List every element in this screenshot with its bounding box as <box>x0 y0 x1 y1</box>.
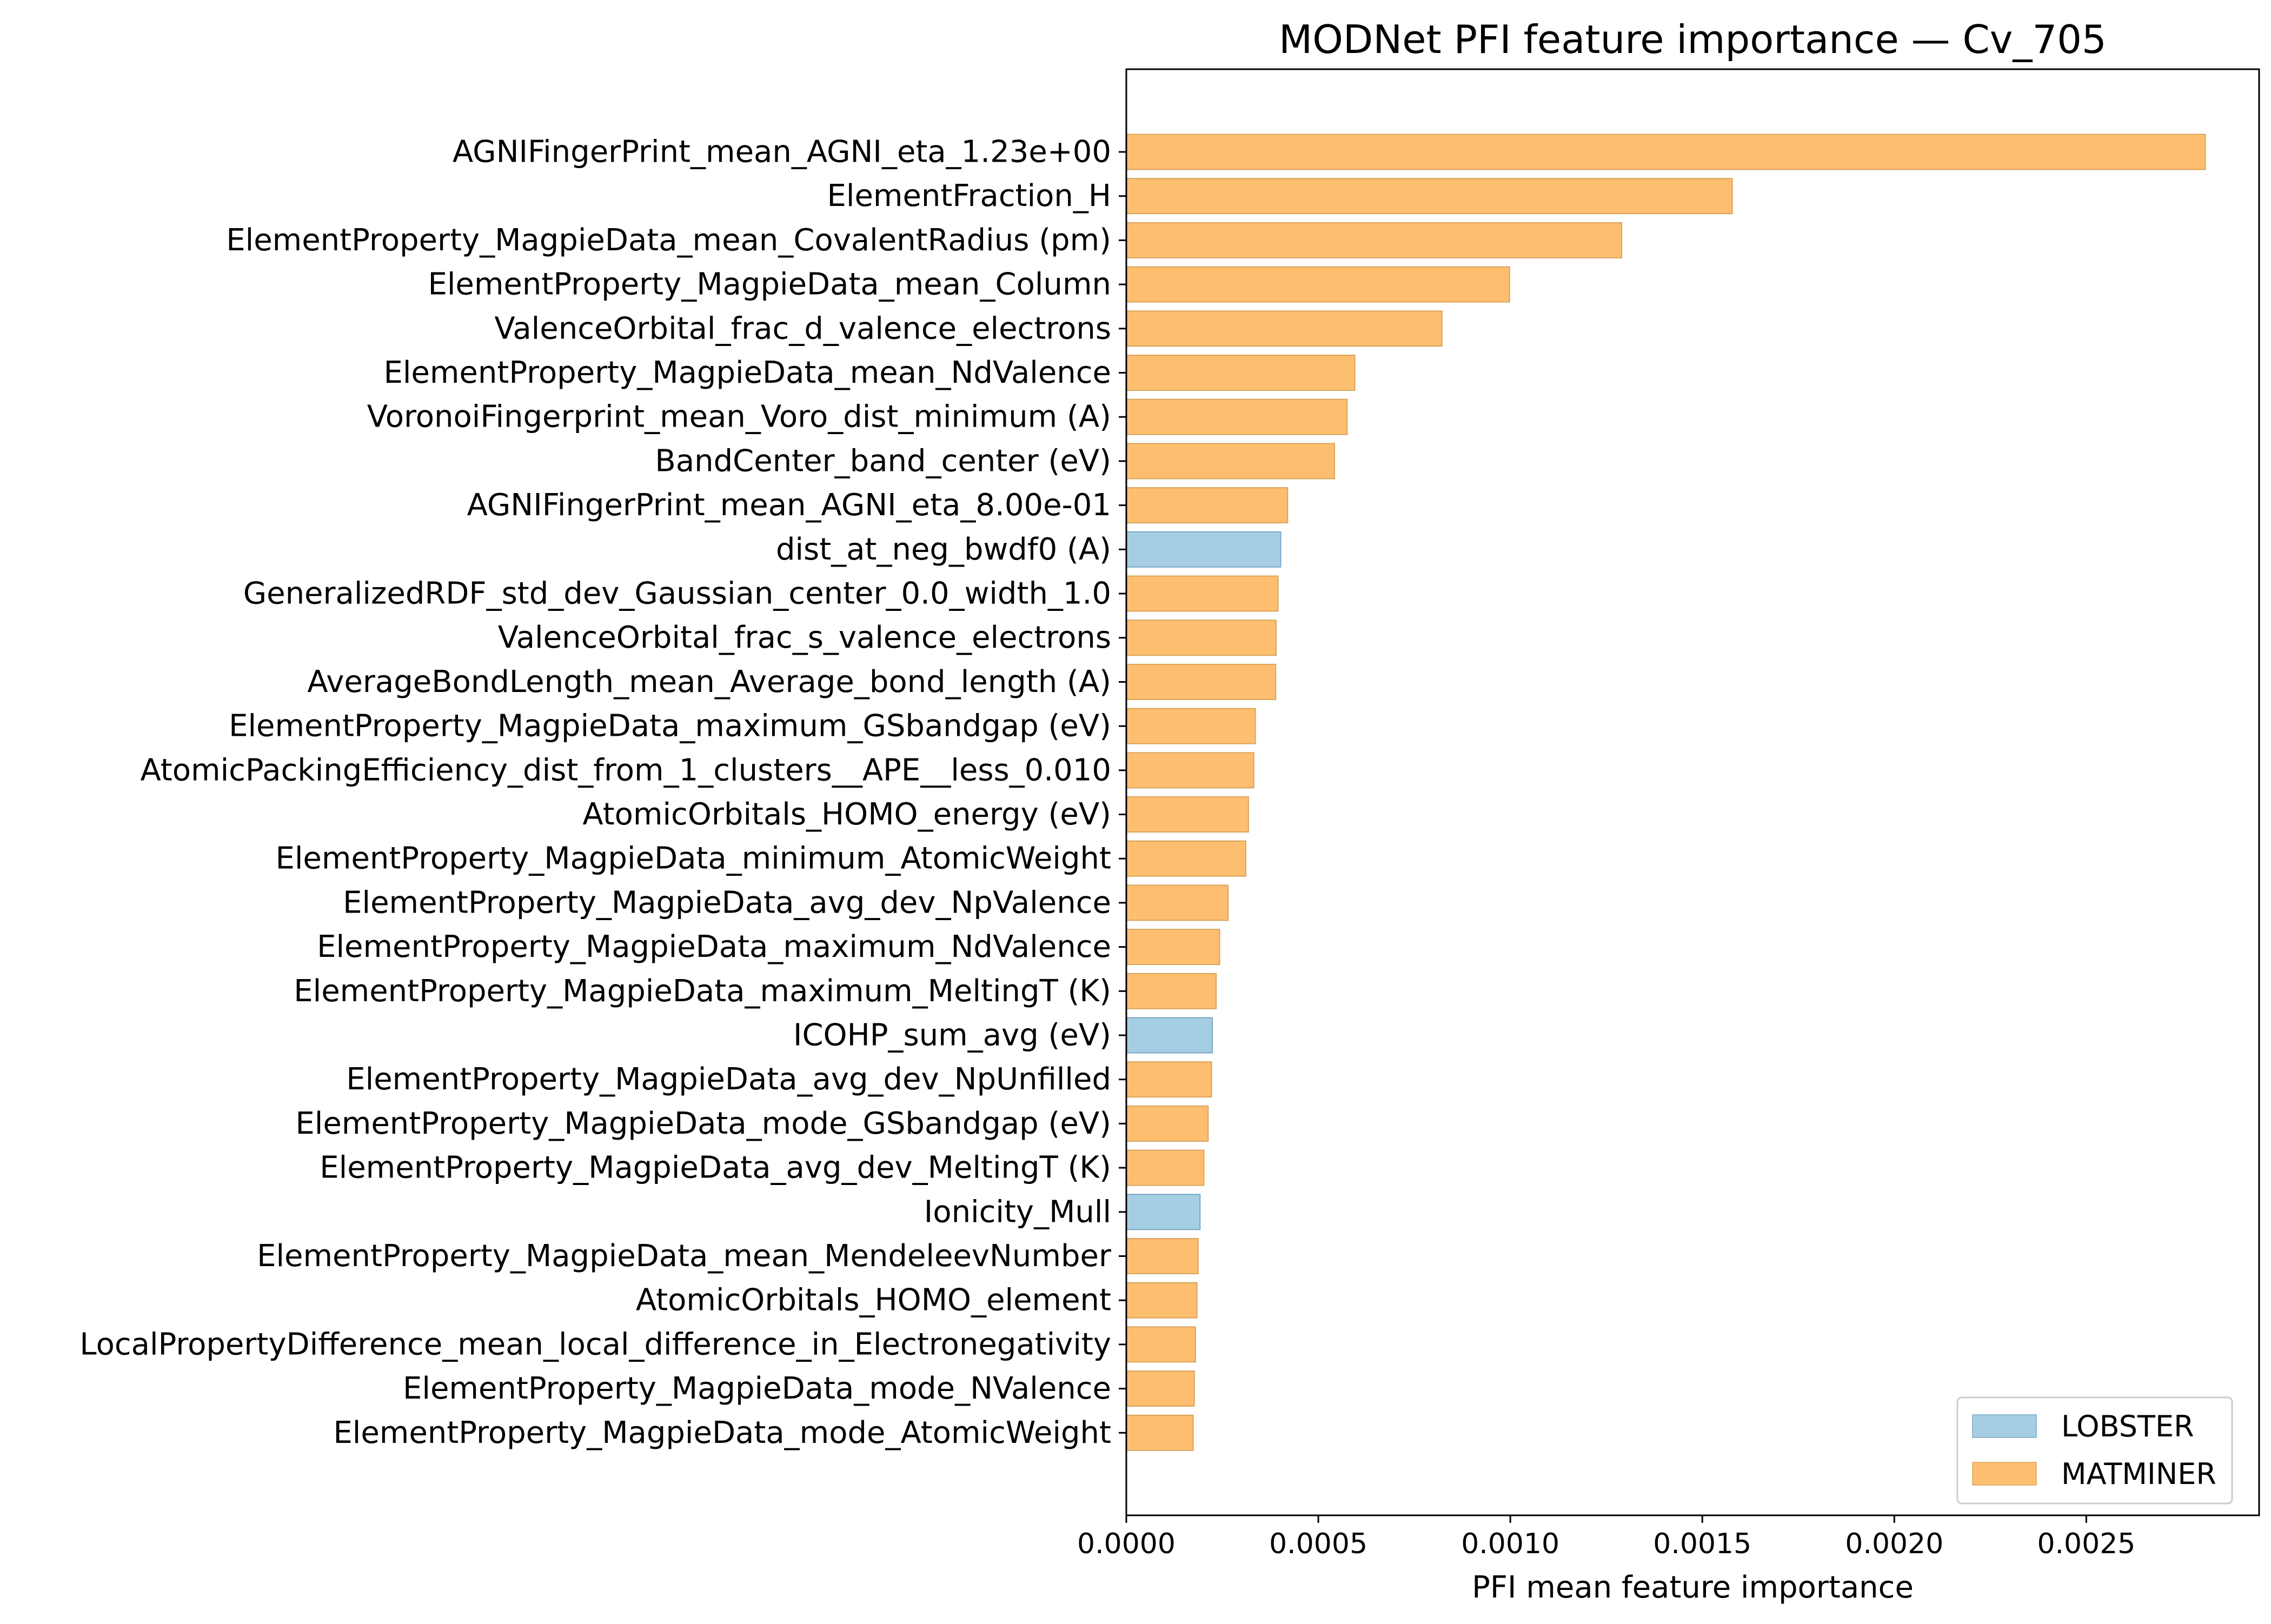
bar-5 <box>1126 355 1356 391</box>
legend: LOBSTER MATMINER <box>1956 1396 2233 1505</box>
y-tick-label-1: ElementFraction_H <box>827 178 1112 214</box>
y-tick-label-10: GeneralizedRDF_std_dev_Gaussian_center_0… <box>243 576 1111 611</box>
x-tick-label-5: 0.0025 <box>2037 1528 2135 1560</box>
bar-22 <box>1126 1105 1209 1142</box>
bar-23 <box>1126 1149 1205 1186</box>
bar-17 <box>1126 884 1229 921</box>
y-tick-label-5: ElementProperty_MagpieData_mean_NdValenc… <box>383 355 1111 390</box>
y-tick-label-15: AtomicOrbitals_HOMO_energy (eV) <box>582 797 1111 832</box>
x-axis-label: PFI mean feature importance <box>1472 1570 1914 1605</box>
legend-label-matminer: MATMINER <box>2061 1457 2216 1491</box>
chart-title: MODNet PFI feature importance — Cv_705 <box>1279 17 2107 62</box>
y-tick-label-29: ElementProperty_MagpieData_mode_AtomicWe… <box>333 1415 1111 1450</box>
y-tick-label-23: ElementProperty_MagpieData_avg_dev_Melti… <box>320 1150 1111 1186</box>
y-tick-label-9: dist_at_neg_bwdf0 (A) <box>776 532 1111 567</box>
x-tick-label-4: 0.0020 <box>1845 1528 1943 1560</box>
legend-swatch-matminer <box>1972 1462 2037 1486</box>
y-tick-label-17: ElementProperty_MagpieData_avg_dev_NpVal… <box>343 885 1111 920</box>
bar-7 <box>1126 443 1335 480</box>
bar-13 <box>1126 708 1256 744</box>
x-tick-label-3: 0.0015 <box>1653 1528 1751 1560</box>
bar-1 <box>1126 178 1733 215</box>
bar-18 <box>1126 929 1220 966</box>
x-axis-ticks: 0.0000 0.0005 0.0010 0.0015 0.0020 0.0025 <box>1077 1515 2135 1560</box>
bar-28 <box>1126 1370 1195 1407</box>
y-tick-label-7: BandCenter_band_center (eV) <box>655 443 1111 478</box>
y-tick-label-26: AtomicOrbitals_HOMO_element <box>636 1283 1111 1318</box>
bar-24 <box>1126 1194 1201 1230</box>
y-tick-label-8: AGNIFingerPrint_mean_AGNI_eta_8.00e-01 <box>467 488 1111 523</box>
y-tick-label-21: ElementProperty_MagpieData_avg_dev_NpUnf… <box>346 1062 1111 1097</box>
y-tick-label-2: ElementProperty_MagpieData_mean_Covalent… <box>226 223 1111 258</box>
y-tick-label-16: ElementProperty_MagpieData_minimum_Atomi… <box>275 841 1111 876</box>
bar-16 <box>1126 840 1246 877</box>
y-tick-label-20: ICOHP_sum_avg (eV) <box>793 1018 1111 1053</box>
x-tick-label-0: 0.0000 <box>1077 1528 1176 1560</box>
bar-26 <box>1126 1282 1198 1319</box>
y-tick-label-13: ElementProperty_MagpieData_maximum_GSban… <box>229 709 1111 744</box>
y-tick-label-11: ValenceOrbital_frac_s_valence_electrons <box>498 620 1111 655</box>
y-tick-label-18: ElementProperty_MagpieData_maximum_NdVal… <box>317 929 1111 964</box>
bar-10 <box>1126 575 1279 612</box>
bar-15 <box>1126 796 1249 833</box>
y-tick-label-0: AGNIFingerPrint_mean_AGNI_eta_1.23e+00 <box>453 135 1111 170</box>
bar-12 <box>1126 663 1277 700</box>
bar-8 <box>1126 487 1289 524</box>
plot-frame <box>1125 68 2260 1516</box>
bar-6 <box>1126 398 1348 435</box>
bar-0 <box>1126 134 2206 170</box>
x-tick-label-1: 0.0005 <box>1269 1528 1367 1560</box>
bar-29 <box>1126 1414 1194 1451</box>
y-tick-label-14: AtomicPackingEfficiency_dist_from_1_clus… <box>140 753 1111 788</box>
y-tick-label-28: ElementProperty_MagpieData_mode_NValence <box>403 1371 1111 1406</box>
x-tick-label-2: 0.0010 <box>1461 1528 1559 1560</box>
y-tick-label-3: ElementProperty_MagpieData_mean_Column <box>428 267 1111 302</box>
bars-layer <box>1126 134 2206 1451</box>
bar-3 <box>1126 266 1510 303</box>
bar-20 <box>1126 1017 1213 1054</box>
y-tick-label-19: ElementProperty_MagpieData_maximum_Melti… <box>294 974 1111 1009</box>
y-tick-labels: AGNIFingerPrint_mean_AGNI_eta_1.23e+00 El… <box>79 135 1126 1450</box>
bar-21 <box>1126 1061 1212 1098</box>
y-tick-label-27: LocalPropertyDifference_mean_local_diffe… <box>79 1327 1111 1362</box>
y-tick-label-12: AverageBondLength_mean_Average_bond_leng… <box>307 664 1111 700</box>
bar-27 <box>1126 1326 1196 1363</box>
y-tick-label-24: Ionicity_Mull <box>924 1194 1111 1229</box>
y-tick-label-25: ElementProperty_MagpieData_mean_Mendelee… <box>257 1239 1112 1274</box>
legend-swatch-lobster <box>1972 1414 2037 1438</box>
y-tick-label-22: ElementProperty_MagpieData_mode_GSbandga… <box>295 1106 1111 1141</box>
bar-2 <box>1126 222 1623 258</box>
bar-4 <box>1126 310 1443 347</box>
legend-label-lobster: LOBSTER <box>2061 1409 2194 1443</box>
y-tick-label-4: ValenceOrbital_frac_d_valence_electrons <box>494 311 1111 346</box>
bar-19 <box>1126 973 1217 1009</box>
bar-9 <box>1126 531 1281 568</box>
y-tick-label-6: VoronoiFingerprint_mean_Voro_dist_minimu… <box>367 400 1111 435</box>
bar-11 <box>1126 620 1277 656</box>
bar-25 <box>1126 1238 1199 1274</box>
bar-14 <box>1126 752 1254 789</box>
